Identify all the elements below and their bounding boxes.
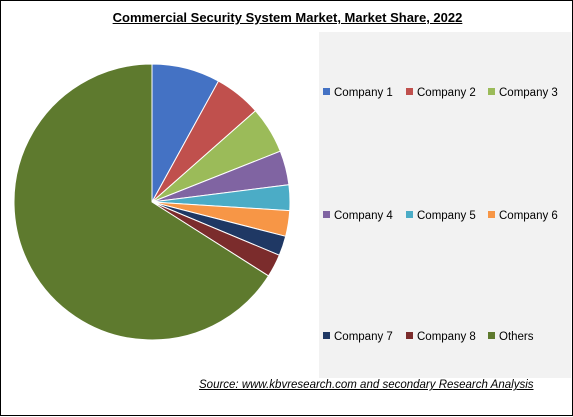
legend-label: Company 1	[334, 87, 393, 99]
legend-label: Company 4	[334, 210, 393, 222]
legend-label: Company 2	[417, 87, 476, 99]
legend-swatch	[488, 88, 495, 95]
legend-label: Company 5	[417, 210, 476, 222]
legend-item-company-6: Company 6	[488, 210, 558, 222]
legend-swatch	[488, 332, 495, 339]
legend-label: Others	[499, 331, 534, 343]
legend-item-others: Others	[488, 331, 534, 343]
legend-item-company-1: Company 1	[323, 87, 393, 99]
legend-item-company-4: Company 4	[323, 210, 393, 222]
legend-swatch	[406, 332, 413, 339]
legend-swatch	[406, 88, 413, 95]
legend-label: Company 7	[334, 331, 393, 343]
pie-slice-others	[13, 63, 270, 341]
legend-panel	[319, 32, 571, 378]
legend-swatch	[323, 332, 330, 339]
legend-swatch	[323, 88, 330, 95]
legend-label: Company 6	[499, 210, 558, 222]
legend-label: Company 3	[499, 87, 558, 99]
legend-label: Company 8	[417, 331, 476, 343]
legend-item-company-5: Company 5	[406, 210, 476, 222]
legend-swatch	[488, 211, 495, 218]
legend-swatch	[323, 211, 330, 218]
legend-item-company-8: Company 8	[406, 331, 476, 343]
legend-item-company-3: Company 3	[488, 87, 558, 99]
source-note: Source: www.kbvresearch.com and secondar…	[199, 379, 534, 391]
chart-title: Commercial Security System Market, Marke…	[112, 10, 463, 25]
legend-item-company-2: Company 2	[406, 87, 476, 99]
legend-swatch	[406, 211, 413, 218]
legend-item-company-7: Company 7	[323, 331, 393, 343]
